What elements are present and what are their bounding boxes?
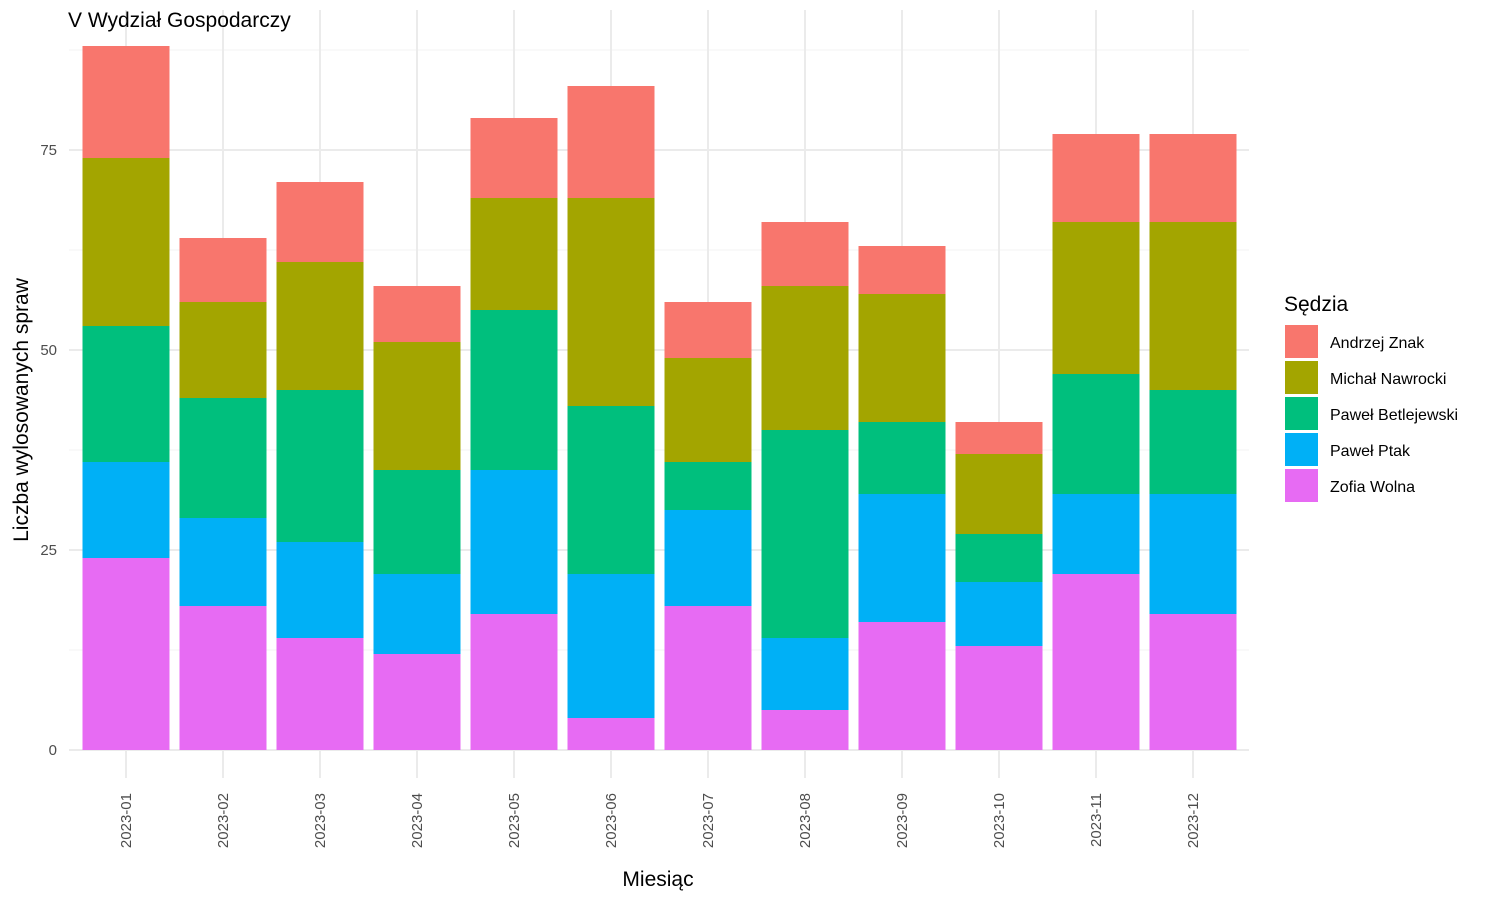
bar-segment <box>179 238 267 302</box>
bar-segment <box>664 462 752 510</box>
bar-segment <box>82 558 170 750</box>
x-tick-label: 2023-07 <box>700 793 717 848</box>
bar-segment <box>82 46 170 158</box>
bar-segment <box>373 654 461 750</box>
bar-segment <box>82 158 170 326</box>
x-tick-label: 2023-06 <box>603 793 620 848</box>
bar-segment <box>470 198 558 310</box>
bar-segment <box>858 494 946 622</box>
y-tick-label: 0 <box>49 742 57 759</box>
x-tick-label: 2023-05 <box>506 793 523 848</box>
bar-segment <box>761 638 849 710</box>
bar-segment <box>955 454 1043 534</box>
x-tick-label: 2023-08 <box>797 793 814 848</box>
bar-segment <box>567 86 655 198</box>
bar-segment <box>1052 574 1140 750</box>
legend-title: Sędzia <box>1284 293 1349 316</box>
bar-segment <box>1052 494 1140 574</box>
bar-segment <box>761 286 849 430</box>
bar-segment <box>276 390 364 542</box>
legend-label: Zofia Wolna <box>1330 479 1415 496</box>
bar-segment <box>858 422 946 494</box>
bar-segment <box>1052 134 1140 222</box>
bar-segment <box>82 326 170 462</box>
bars <box>82 46 1237 750</box>
bar-segment <box>858 622 946 750</box>
x-tick-label: 2023-10 <box>991 793 1008 848</box>
bar-segment <box>955 646 1043 750</box>
x-tick-label: 2023-11 <box>1088 793 1105 847</box>
x-tick-label: 2023-09 <box>894 793 911 848</box>
legend-swatch <box>1285 469 1318 502</box>
bar-segment <box>955 422 1043 454</box>
bar-segment <box>761 430 849 638</box>
legend-swatch <box>1285 433 1318 466</box>
bar-segment <box>276 638 364 750</box>
legend-label: Michał Nawrocki <box>1330 371 1446 388</box>
legend-swatch <box>1285 325 1318 358</box>
bar-segment <box>1149 494 1237 614</box>
bar-segment <box>179 398 267 518</box>
legend-label: Andrzej Znak <box>1330 335 1425 352</box>
legend-items: Andrzej Znak Michał Nawrocki Paweł Betleje… <box>1285 325 1458 502</box>
y-axis-title: Liczba wylosowanych spraw <box>10 277 33 542</box>
y-tick-label: 25 <box>40 542 57 559</box>
bar-segment <box>276 542 364 638</box>
y-tick-label: 75 <box>40 142 57 159</box>
chart-title: V Wydział Gospodarczy <box>68 9 291 32</box>
bar-segment <box>567 406 655 574</box>
bar-segment <box>1052 222 1140 374</box>
x-axis-title: Miesiąc <box>622 868 693 891</box>
bar-segment <box>373 470 461 574</box>
x-tick-label: 2023-04 <box>409 793 426 848</box>
legend: Sędzia Andrzej Znak Michał Nawrocki Paweł … <box>1284 293 1458 502</box>
bar-segment <box>373 286 461 342</box>
legend-swatch <box>1285 361 1318 394</box>
bar-segment <box>179 606 267 750</box>
y-axis-ticks: 0 25 50 75 <box>40 142 57 759</box>
x-tick-label: 2023-03 <box>312 793 329 848</box>
bar-segment <box>664 510 752 606</box>
bar-segment <box>567 198 655 406</box>
bar-segment <box>1149 390 1237 494</box>
bar-segment <box>82 462 170 558</box>
bar-segment <box>1149 134 1237 222</box>
bar-segment <box>567 574 655 718</box>
bar-segment <box>470 310 558 470</box>
bar-segment <box>1149 222 1237 390</box>
bar-segment <box>761 222 849 286</box>
bar-segment <box>955 582 1043 646</box>
bar-segment <box>858 246 946 294</box>
bar-segment <box>470 614 558 750</box>
bar-segment <box>664 606 752 750</box>
bar-segment <box>858 294 946 422</box>
y-tick-label: 50 <box>40 342 57 359</box>
bar-segment <box>1149 614 1237 750</box>
bar-segment <box>664 302 752 358</box>
x-axis-ticks: 2023-01 2023-02 2023-03 2023-04 2023-05 2023-… <box>118 793 1202 848</box>
legend-label: Paweł Betlejewski <box>1330 407 1458 424</box>
x-tick-label: 2023-02 <box>215 793 232 848</box>
bar-segment <box>179 302 267 398</box>
x-tick-label: 2023-01 <box>118 793 135 848</box>
bar-segment <box>664 358 752 462</box>
bar-segment <box>276 262 364 390</box>
bar-segment <box>470 118 558 198</box>
bar-segment <box>373 342 461 470</box>
bar-segment <box>276 182 364 262</box>
bar-segment <box>179 518 267 606</box>
legend-label: Paweł Ptak <box>1330 443 1411 460</box>
bar-segment <box>373 574 461 654</box>
bar-segment <box>470 470 558 614</box>
bar-segment <box>761 710 849 750</box>
bar-segment <box>955 534 1043 582</box>
bar-segment <box>1052 374 1140 494</box>
x-tick-label: 2023-12 <box>1185 793 1202 848</box>
legend-swatch <box>1285 397 1318 430</box>
bar-segment <box>567 718 655 750</box>
